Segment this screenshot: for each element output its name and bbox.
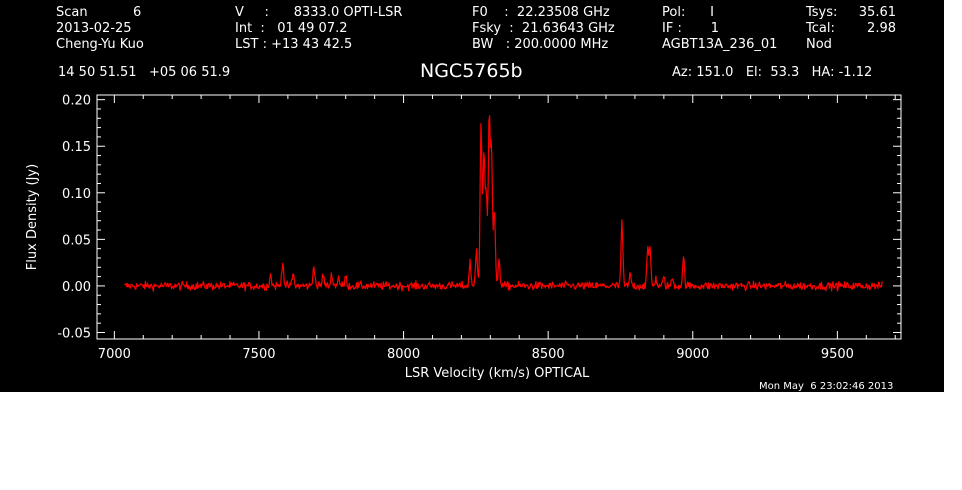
y-tick-label: 0.05: [62, 233, 91, 248]
coordinates-label: 14 50 51.51 +05 06 51.9: [58, 65, 231, 80]
tcal-value: 2.98: [867, 21, 896, 36]
bandwidth-label: BW : 200.0000 MHz: [472, 37, 609, 52]
scan-label: Scan 6: [56, 5, 142, 20]
spectrum-trace: [124, 115, 883, 292]
integration-label: Int : 01 49 07.2: [235, 21, 348, 36]
x-tick-label: 7000: [98, 347, 131, 362]
sky-freq-label: Fsky : 21.63643 GHz: [472, 21, 615, 36]
date-label: 2013-02-25: [56, 21, 132, 36]
spectrum-panel: Scan 6 2013-02-25 Cheng-Yu Kuo V : 8333.…: [0, 0, 944, 392]
if-label: IF : 1: [662, 21, 720, 36]
lst-label: LST : +13 43 42.5: [235, 37, 353, 52]
project-label: AGBT13A_236_01: [662, 37, 778, 52]
az-el-ha-label: Az: 151.0 El: 53.3 HA: -1.12: [672, 65, 873, 80]
y-tick-label: -0.05: [57, 326, 91, 341]
x-tick-label: 8000: [387, 347, 420, 362]
y-tick-label: 0.20: [62, 94, 91, 109]
y-tick-labels: -0.05 0.00 0.05 0.10 0.15 0.20: [57, 94, 91, 342]
axis-ticks: [97, 95, 901, 339]
velocity-label: V : 8333.0 OPTI-LSR: [235, 5, 403, 20]
x-tick-label: 9500: [821, 347, 854, 362]
plot-timestamp: Mon May 6 23:02:46 2013: [759, 381, 894, 392]
x-tick-labels: 7000 7500 8000 8500 9000 9500: [98, 347, 854, 362]
polarization-label: Pol: I: [662, 5, 714, 20]
source-name: NGC5765b: [420, 60, 523, 82]
x-tick-label: 9000: [676, 347, 709, 362]
tsys-value: 35.61: [858, 5, 896, 20]
x-tick-label: 8500: [532, 347, 565, 362]
y-tick-label: 0.10: [62, 187, 91, 202]
plot-frame: [96, 94, 902, 340]
tcal-label: Tcal:: [806, 21, 835, 36]
y-axis-label: Flux Density (Jy): [25, 164, 40, 270]
procedure-label: Nod: [806, 37, 832, 52]
rest-freq-label: F0 : 22.23508 GHz: [472, 5, 610, 20]
spectrum-chart: 7000 7500 8000 8500 9000 9500 -0.05 0.00 0.05 0.…: [25, 94, 902, 381]
observer-label: Cheng-Yu Kuo: [56, 37, 144, 52]
x-tick-label: 7500: [242, 347, 275, 362]
y-tick-label: 0.15: [62, 140, 91, 155]
x-axis-label: LSR Velocity (km/s) OPTICAL: [405, 366, 590, 381]
y-tick-label: 0.00: [62, 280, 91, 295]
tsys-label: Tsys:: [806, 5, 838, 20]
